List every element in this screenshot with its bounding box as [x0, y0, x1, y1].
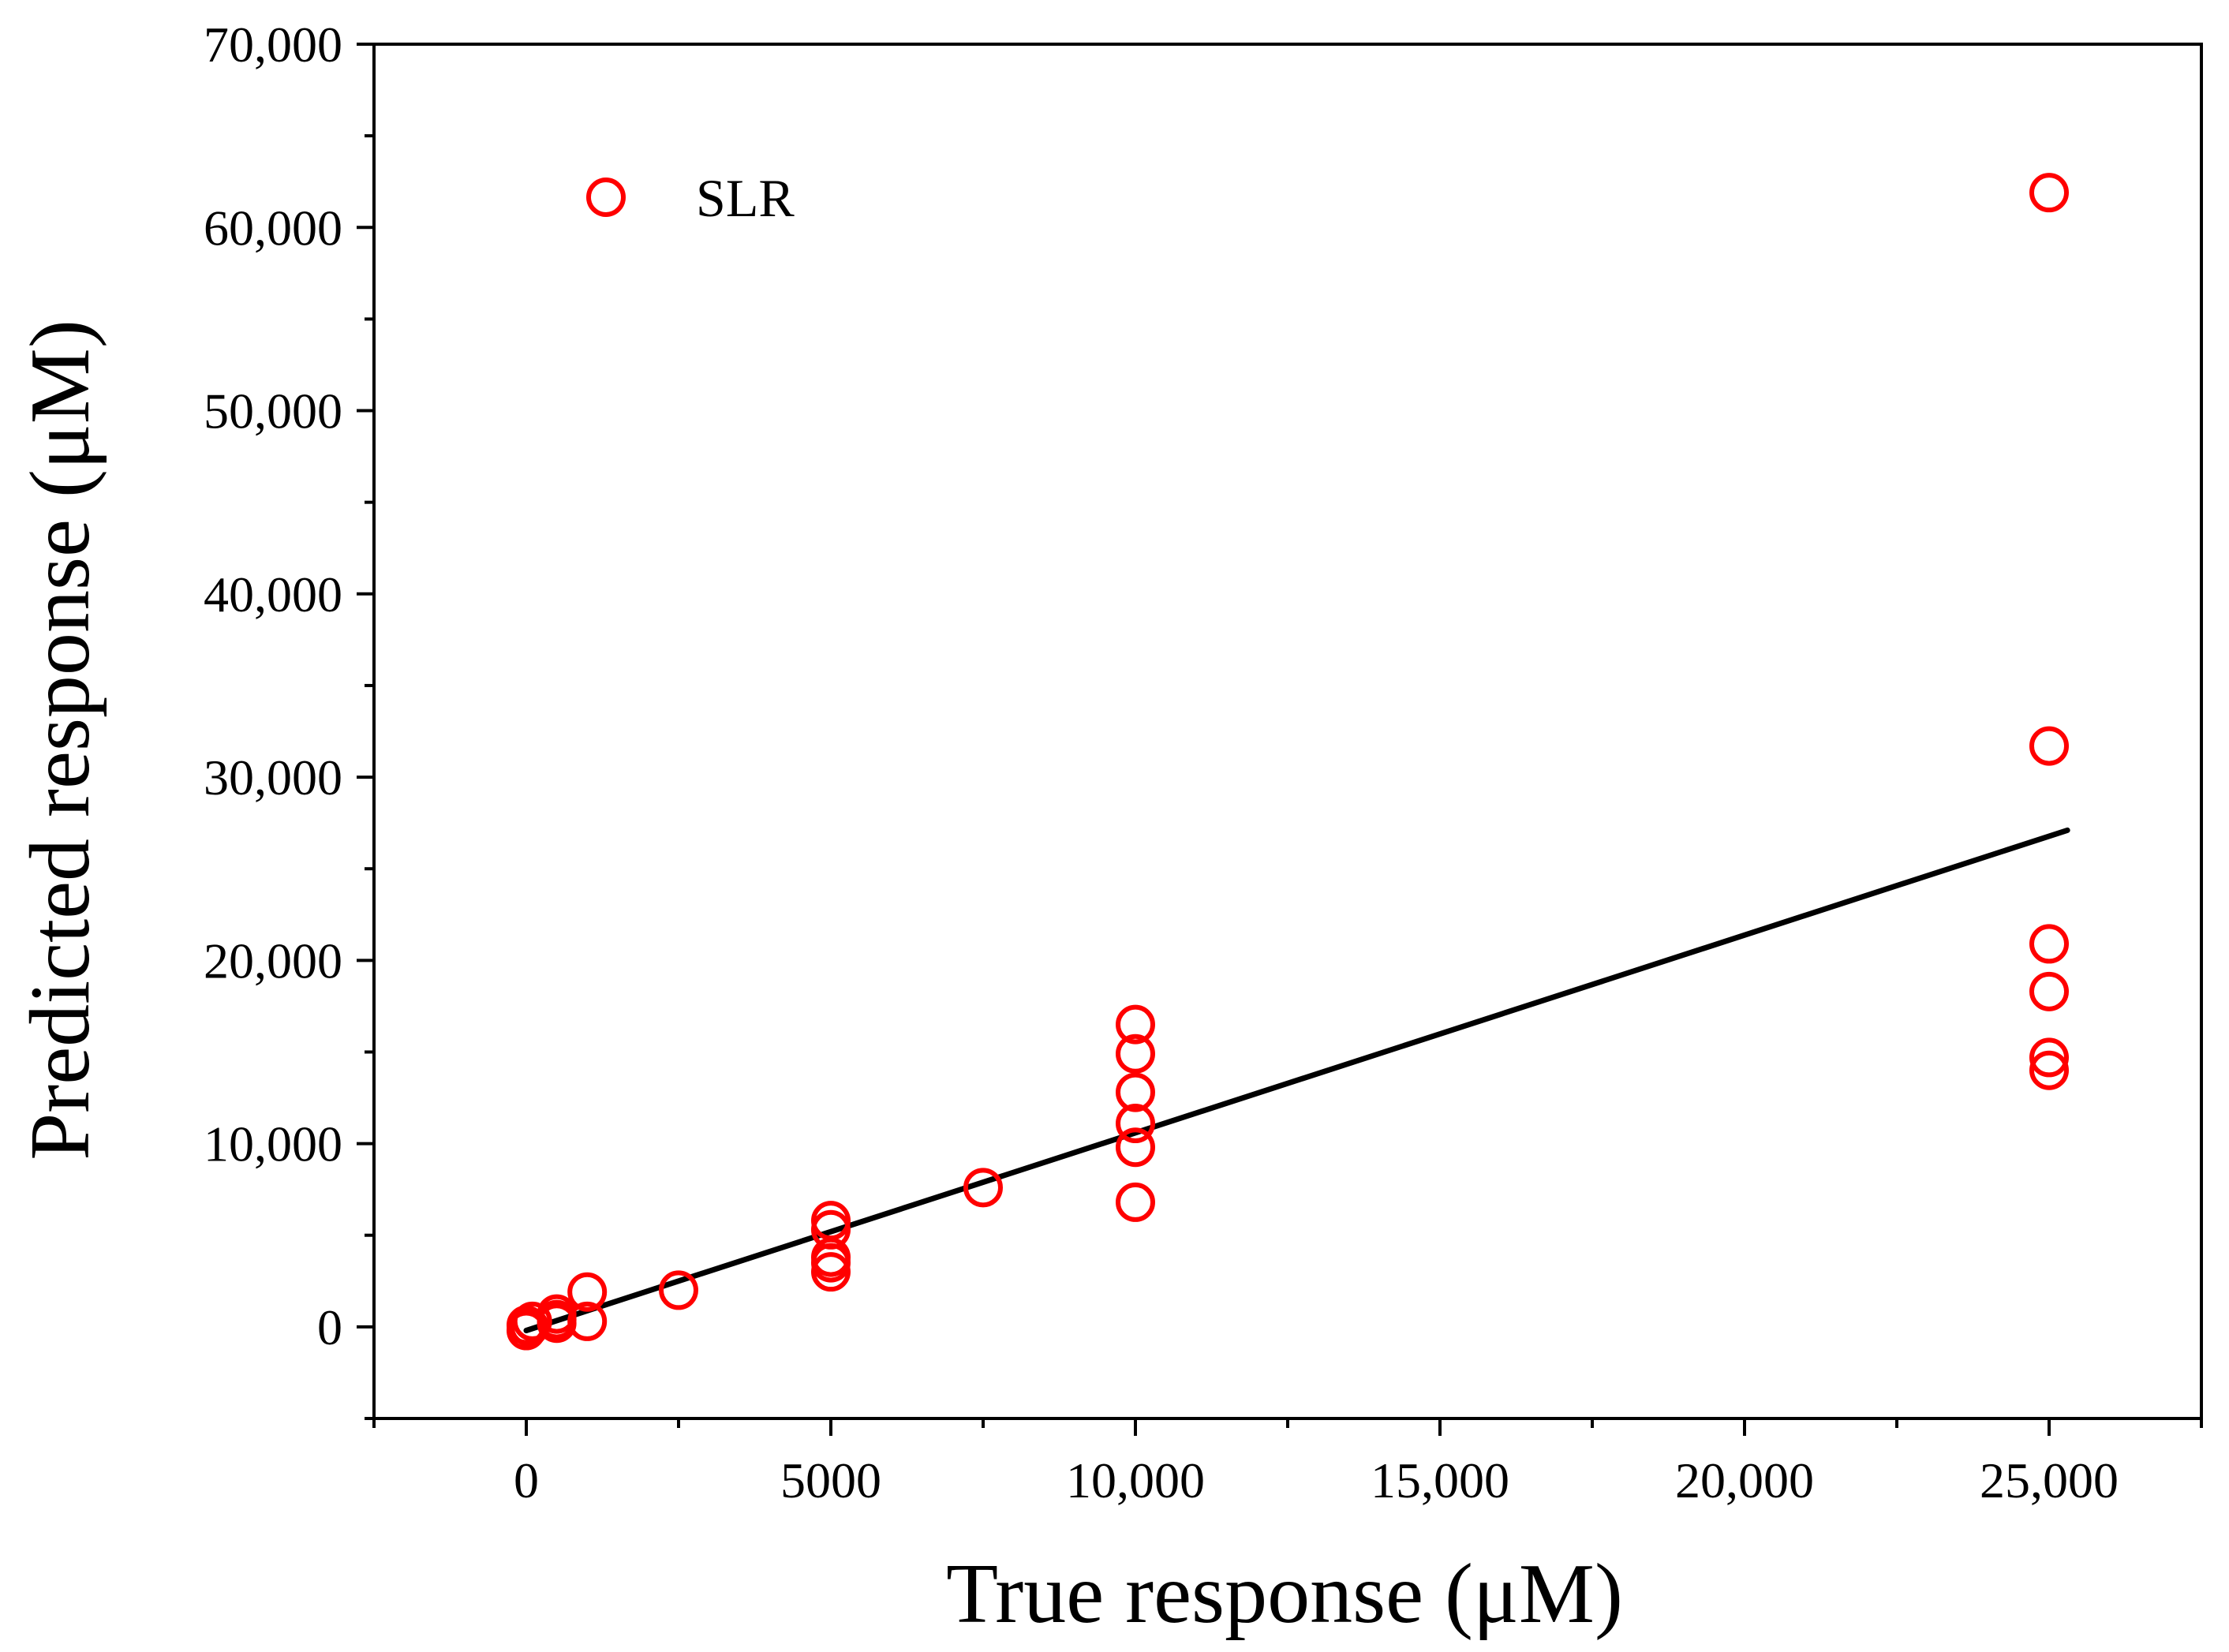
data-point [2029, 924, 2069, 964]
data-points-layer [507, 173, 2069, 1351]
data-point [1116, 1033, 1155, 1074]
legend-label-slr: SLR [696, 168, 795, 228]
fit-line-layer [523, 827, 2070, 1334]
y-tick-label: 60,000 [204, 200, 342, 256]
y-axis: 0 10,000 20,000 30,000 40,000 50,000 60,000 70,… [204, 17, 374, 1420]
y-axis-title: Predicted response (μM) [13, 320, 107, 1161]
x-axis: 0 5000 10,000 15,000 20,000 25,000 [372, 1418, 2203, 1508]
data-point [1116, 1004, 1155, 1045]
data-point [537, 1303, 577, 1344]
y-tick-label: 20,000 [204, 933, 342, 989]
legend-marker-slr [586, 178, 626, 217]
y-tick-label: 70,000 [204, 17, 342, 73]
y-tick-label: 30,000 [204, 749, 342, 805]
y-tick-label: 10,000 [204, 1116, 342, 1172]
data-point [811, 1243, 851, 1283]
legend: SLR [586, 168, 795, 228]
data-point [567, 1272, 608, 1312]
x-tick-label: 25,000 [1980, 1452, 2119, 1508]
x-tick-label: 15,000 [1371, 1452, 1509, 1508]
data-point [1116, 1104, 1155, 1144]
x-axis-title: True response (μM) [946, 1547, 1623, 1641]
data-point [1116, 1072, 1155, 1112]
data-point [1116, 1127, 1155, 1168]
y-tick-label: 50,000 [204, 383, 342, 439]
data-point [2029, 726, 2069, 766]
y-tick-label: 0 [317, 1299, 342, 1355]
data-point [2029, 971, 2069, 1011]
data-point [567, 1301, 608, 1341]
data-point [963, 1168, 1003, 1208]
data-point [1116, 1182, 1155, 1222]
y-tick-label: 40,000 [204, 566, 342, 622]
data-point [2029, 173, 2069, 213]
data-point [659, 1270, 698, 1310]
data-point [512, 1301, 552, 1341]
x-tick-label: 0 [514, 1452, 539, 1508]
x-tick-label: 10,000 [1066, 1452, 1205, 1508]
x-tick-label: 5000 [780, 1452, 881, 1508]
x-tick-label: 20,000 [1675, 1452, 1814, 1508]
regression-line [523, 827, 2070, 1334]
data-point [2029, 1050, 2069, 1090]
data-point [2029, 1037, 2069, 1078]
